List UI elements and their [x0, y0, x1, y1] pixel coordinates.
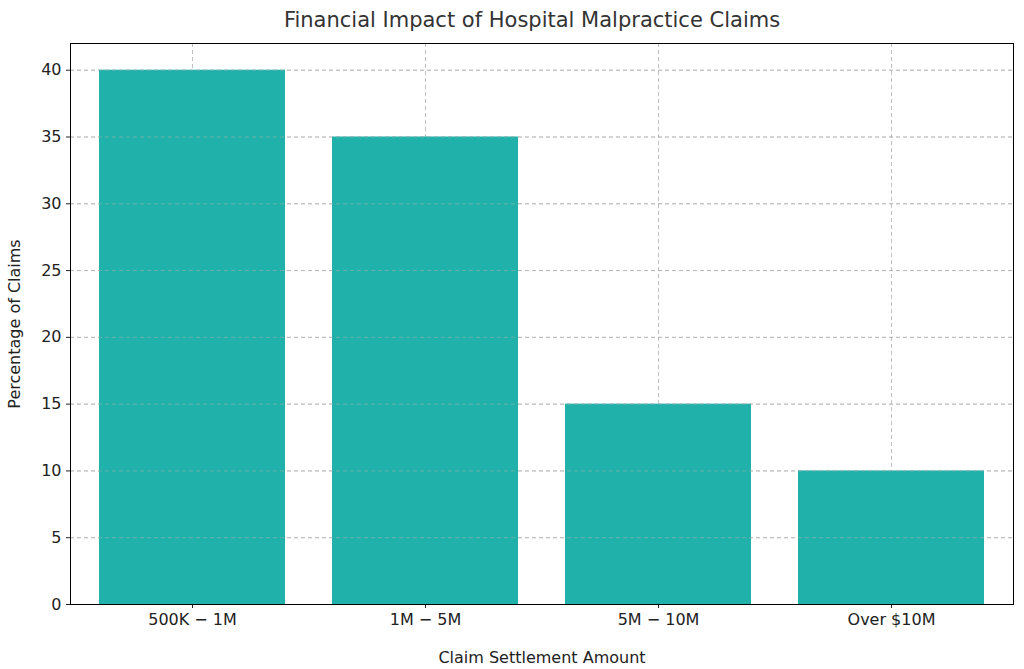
svg-text:1M − 5M: 1M − 5M	[390, 610, 462, 629]
svg-text:Over $10M: Over $10M	[848, 610, 936, 629]
svg-text:15: 15	[41, 394, 61, 413]
svg-text:35: 35	[41, 127, 61, 146]
svg-text:10: 10	[41, 461, 61, 480]
svg-text:Percentage of Claims: Percentage of Claims	[5, 239, 24, 408]
svg-text:Claim Settlement Amount: Claim Settlement Amount	[438, 648, 645, 667]
svg-text:40: 40	[41, 60, 61, 79]
svg-text:500K − 1M: 500K − 1M	[148, 610, 237, 629]
svg-text:5: 5	[51, 528, 61, 547]
svg-text:20: 20	[41, 327, 61, 346]
svg-text:5M − 10M: 5M − 10M	[618, 610, 700, 629]
svg-text:30: 30	[41, 194, 61, 213]
svg-text:25: 25	[41, 261, 61, 280]
html-text:Financial Impact of Hospital M: Financial Impact of Hospital Malpractice…	[283, 8, 781, 32]
svg-text:0: 0	[51, 595, 61, 614]
